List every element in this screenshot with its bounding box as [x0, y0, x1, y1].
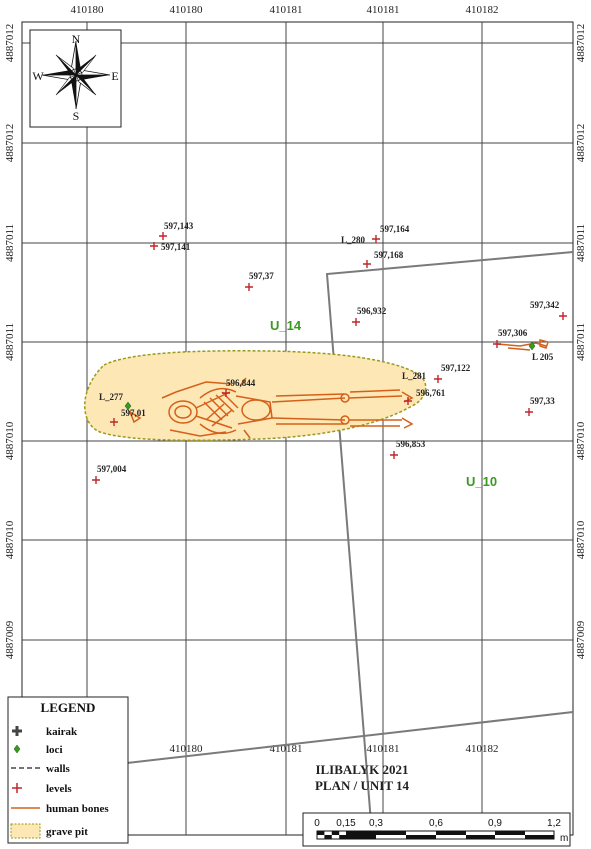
level-cross: [110, 418, 118, 426]
y-tick-label: 4887010: [575, 421, 587, 460]
level-points: [92, 232, 567, 484]
scale-label: 0,3: [369, 818, 383, 829]
locus-marker: [124, 401, 132, 411]
level-cross: [372, 235, 380, 243]
level-label: 596,761: [416, 388, 446, 398]
x-axis-top: 410180 410180 410181 410181 410182: [71, 4, 499, 16]
loci-labels: L_277 L_280 L_281 L 205: [99, 235, 554, 402]
y-axis-left: 4887012 4887012 4887011 4887011 4887010 …: [4, 24, 16, 660]
locus-label: L_280: [341, 235, 366, 245]
legend-item-walls: walls: [46, 763, 71, 775]
kairak-icon: [12, 726, 22, 736]
y-tick-label: 4887012: [575, 24, 587, 63]
level-cross: [245, 283, 253, 291]
level-cross: [150, 242, 158, 250]
level-label: 597,143: [164, 221, 194, 231]
level-cross: [159, 232, 167, 240]
legend-title: LEGEND: [41, 700, 96, 715]
level-cross: [404, 397, 412, 405]
y-tick-label: 4887012: [575, 124, 587, 163]
x-tick-label: 410180: [170, 743, 204, 755]
y-tick-label: 4887011: [575, 323, 587, 361]
level-cross: [559, 312, 567, 320]
unit-label-u14: U_14: [270, 318, 302, 333]
level-label: 597,306: [498, 328, 528, 338]
locus-icon: [13, 744, 21, 754]
level-cross: [352, 318, 360, 326]
level-label: 597,004: [97, 464, 127, 474]
locus-label: L_277: [99, 392, 124, 402]
y-tick-label: 4887012: [4, 124, 16, 163]
map-title-line1: ILIBALYK 2021: [315, 762, 408, 777]
level-label: 597,164: [380, 224, 410, 234]
level-label: 597,33: [530, 396, 555, 406]
x-tick-label: 410182: [466, 743, 499, 755]
locus-label: L_281: [402, 371, 427, 381]
level-label: 597,141: [161, 242, 191, 252]
loci-markers: [124, 341, 536, 411]
unit-label-u10: U_10: [466, 474, 497, 489]
level-label: 597,342: [530, 300, 560, 310]
y-tick-label: 4887009: [4, 620, 16, 659]
scale-label: 0,6: [429, 818, 443, 829]
y-tick-label: 4887011: [575, 224, 587, 262]
bone-fragments: [496, 339, 549, 351]
x-tick-label: 410181: [367, 743, 400, 755]
grave-pit-icon: [10, 823, 41, 839]
x-axis-bottom: 410180 410181 410181 410182: [170, 743, 499, 755]
level-label: 597,122: [441, 363, 471, 373]
legend-item-kairak: kairak: [46, 726, 78, 738]
level-cross: [525, 408, 533, 416]
legend-item-grave-pit: grave pit: [46, 826, 88, 838]
grave-pit: [84, 350, 427, 442]
level-label: 597,01: [121, 408, 146, 418]
map-title-line2: PLAN / UNIT 14: [315, 778, 410, 793]
level-label: 596,853: [396, 439, 426, 449]
human-bones: [128, 377, 414, 439]
level-cross: [222, 389, 230, 397]
y-tick-label: 4887010: [4, 520, 16, 559]
x-tick-label: 410182: [466, 4, 499, 16]
level-label: 597,168: [374, 250, 404, 260]
scale-label: 1,2: [547, 818, 561, 829]
scale-bar: 0 0,15 0,3 0,6 0,9 1,2 m: [302, 812, 571, 847]
compass-w: W: [32, 69, 44, 83]
y-tick-label: 4887011: [4, 224, 16, 262]
legend: LEGEND kairak loci walls levels human bo…: [7, 696, 129, 844]
level-label: 596,932: [357, 306, 387, 316]
level-label: 597,37: [249, 271, 274, 281]
legend-item-loci: loci: [46, 744, 63, 756]
level-cross: [434, 375, 442, 383]
y-tick-label: 4887011: [4, 323, 16, 361]
x-tick-label: 410180: [71, 4, 105, 16]
locus-marker: [528, 341, 536, 351]
scale-label: 0,9: [488, 818, 502, 829]
level-icon: [12, 783, 22, 793]
compass-s: S: [73, 109, 80, 123]
y-axis-right: 4887012 4887012 4887011 4887011 4887010 …: [575, 24, 587, 660]
y-tick-label: 4887010: [575, 520, 587, 559]
level-cross: [493, 340, 501, 348]
level-cross: [92, 476, 100, 484]
compass-rose: N S E W: [29, 29, 122, 128]
legend-item-levels: levels: [46, 783, 72, 795]
y-tick-label: 4887012: [4, 24, 16, 63]
level-labels: 597,143 597,141 597,37 597,164 597,168 5…: [97, 221, 560, 474]
y-tick-label: 4887010: [4, 421, 16, 460]
level-cross: [390, 451, 398, 459]
level-label: 596,844: [226, 378, 256, 388]
locus-label: L 205: [532, 352, 554, 362]
compass-e: E: [111, 69, 118, 83]
legend-item-bones: human bones: [46, 803, 109, 815]
compass-n: N: [72, 32, 81, 46]
x-tick-label: 410181: [367, 4, 400, 16]
scale-label: 0,15: [336, 818, 356, 829]
level-cross: [363, 260, 371, 268]
scale-label: 0: [314, 818, 320, 829]
y-tick-label: 4887009: [575, 620, 587, 659]
x-tick-label: 410181: [270, 4, 303, 16]
x-tick-label: 410180: [170, 4, 204, 16]
scale-unit: m: [560, 833, 568, 844]
